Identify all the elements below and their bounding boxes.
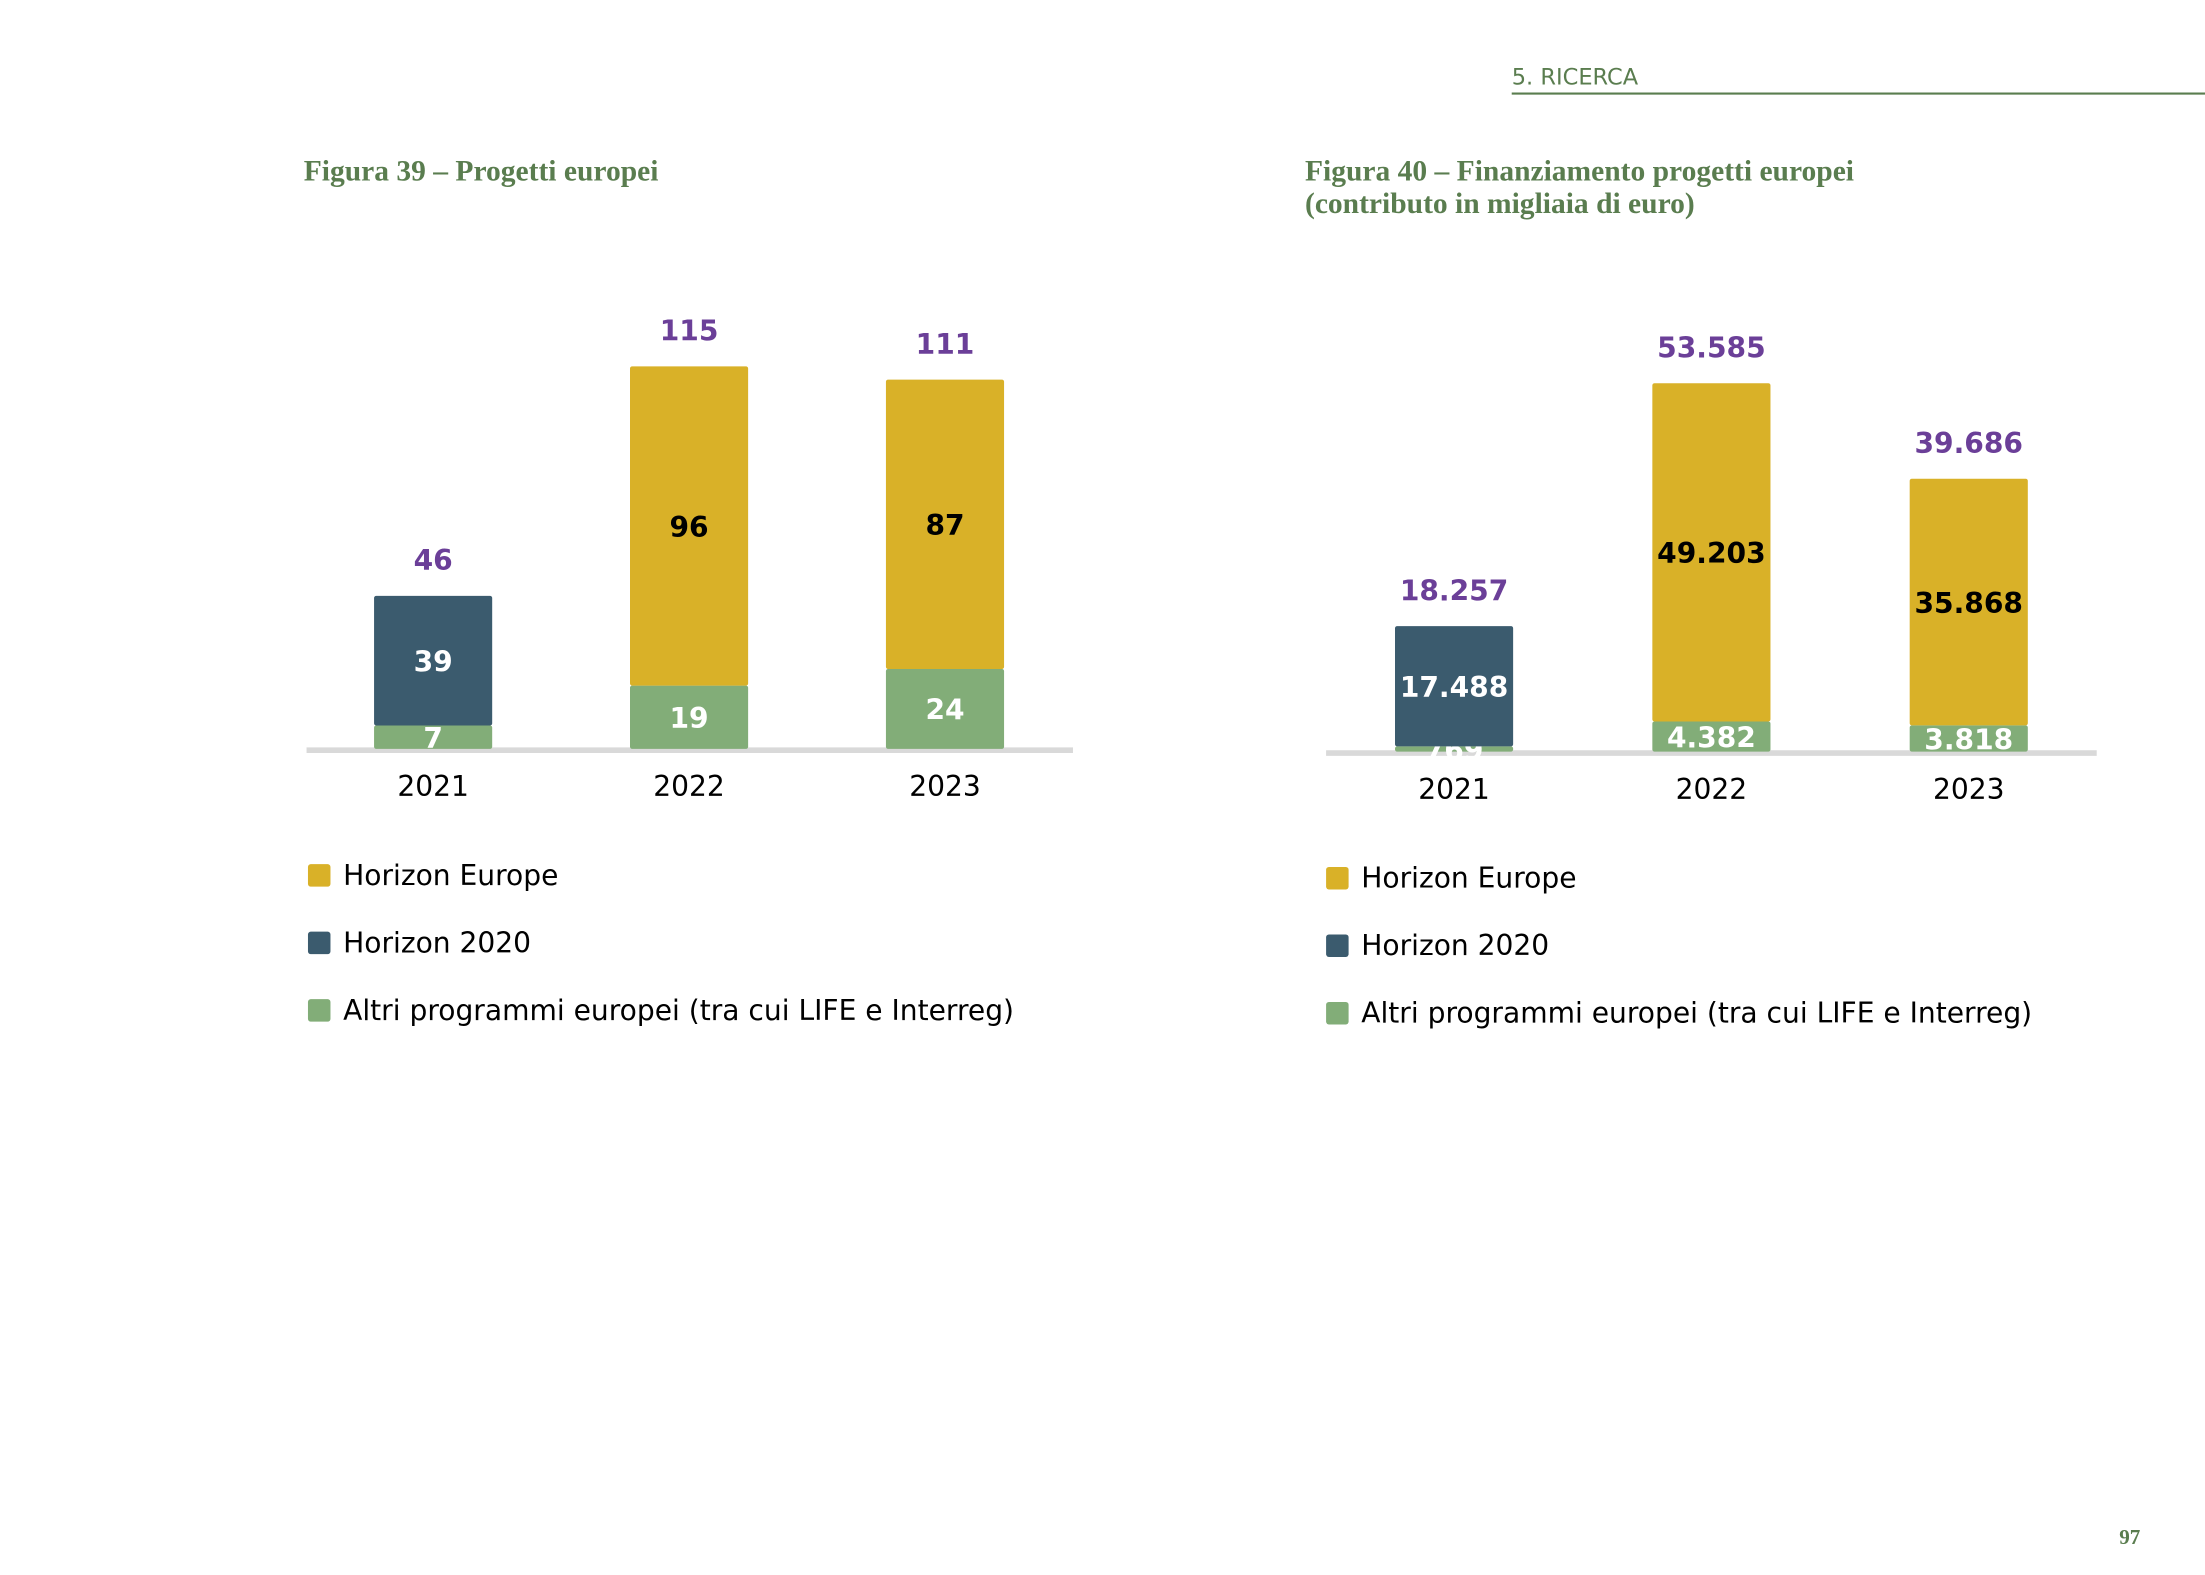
data-label: 4.382: [1667, 721, 1756, 754]
data-label: 17.488: [1400, 671, 1508, 704]
bar-segment: [374, 725, 493, 749]
data-label: 96: [670, 511, 709, 544]
bar-segment: [1395, 626, 1514, 747]
legend-swatch: [307, 931, 331, 955]
bar-segment: [630, 366, 749, 686]
x-tick-label: 2022: [1676, 773, 1748, 806]
page-number: 97: [2119, 1525, 2141, 1549]
total-label: 53.585: [1657, 331, 1765, 364]
x-tick-label: 2023: [1933, 773, 2005, 806]
data-label: 7: [423, 722, 443, 755]
legend-label: Altri programmi europei (tra cui LIFE e …: [1361, 997, 2032, 1030]
data-label: 49.203: [1657, 537, 1765, 570]
bar-segment: [885, 669, 1005, 749]
legend-label: Horizon Europe: [1361, 862, 1576, 895]
data-label: 87: [925, 509, 964, 542]
bar-segment: [630, 685, 749, 749]
data-label: 35.868: [1915, 587, 2023, 620]
bar-segment: [1395, 746, 1514, 752]
chart-title: (contributo in migliaia di euro): [1305, 188, 1695, 220]
total-label: 39.686: [1915, 427, 2023, 460]
legend-swatch: [1326, 934, 1349, 957]
total-label: 115: [660, 315, 719, 348]
bar-segment: [1909, 478, 2028, 726]
x-tick-label: 2022: [653, 770, 725, 803]
total-label: 46: [414, 544, 453, 577]
legend-label: Altri programmi europei (tra cui LIFE e …: [343, 994, 1014, 1027]
bar-segment: [885, 379, 1005, 670]
data-label: 19: [670, 702, 709, 735]
legend-label: Horizon Europe: [343, 859, 558, 892]
total-label: 111: [916, 328, 975, 361]
data-label: 3.818: [1924, 723, 2013, 756]
total-label: 18.257: [1400, 574, 1508, 607]
x-tick-label: 2023: [909, 770, 981, 803]
legend-swatch: [1326, 1001, 1349, 1025]
legend-label: Horizon 2020: [343, 926, 531, 959]
legend-swatch: [1326, 866, 1349, 890]
chart-title: Figura 40 – Finanziamento progetti europ…: [1305, 155, 1854, 187]
x-tick-label: 2021: [1418, 773, 1490, 806]
chart-title: Figura 39 – Progetti europei: [304, 155, 659, 187]
legend-label: Horizon 2020: [1361, 929, 1549, 962]
bar-segment: [374, 595, 493, 726]
bar-segment: [1652, 383, 1771, 722]
legend-swatch: [307, 999, 331, 1022]
bar-segment: [1909, 725, 2028, 752]
data-label: 24: [925, 694, 964, 727]
legend-swatch: [307, 864, 331, 887]
section-header: 5. RICERCA: [1512, 65, 1639, 91]
data-label: 39: [414, 645, 453, 678]
x-tick-label: 2021: [397, 770, 469, 803]
bar-segment: [1652, 721, 1771, 752]
